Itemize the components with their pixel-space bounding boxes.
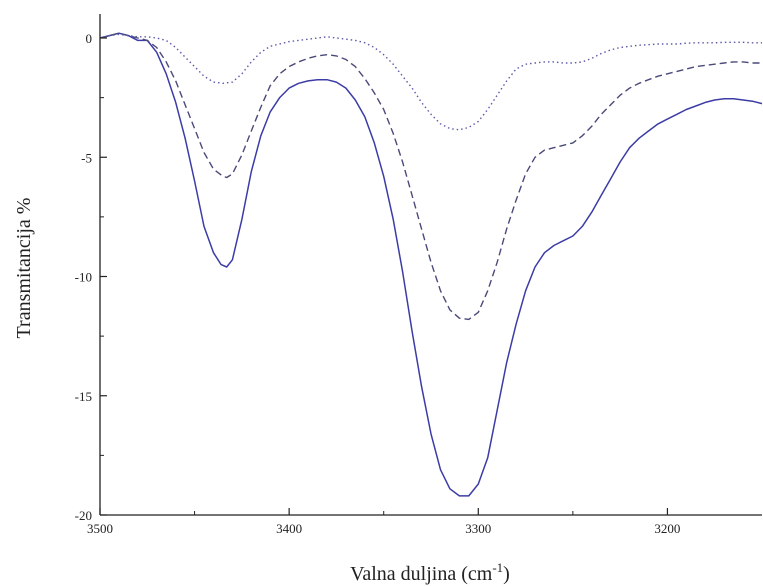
y-axis-title: Transmitancija % (13, 198, 35, 339)
series-line-dashed (99, 32, 762, 321)
series-layer (99, 32, 763, 497)
y-tick-label: -5 (81, 150, 92, 165)
series-line-solid (99, 32, 763, 497)
x-axis-title-sup: -1 (492, 560, 503, 575)
x-axis-title-main: Valna duljina (cm (350, 563, 493, 585)
y-tick-label: -20 (75, 508, 92, 523)
ticks-layer: 3500 3400 3300 3200 0 -5 -10 -15 -20 (75, 31, 681, 536)
x-tick-label: 3500 (87, 521, 113, 536)
y-tick-label: -15 (75, 389, 92, 404)
series-line-dotted (99, 33, 762, 131)
x-axis-title-end: ) (503, 563, 510, 585)
x-axis-title: Valna duljina (cm-1) (350, 560, 510, 585)
y-tick-label: 0 (86, 31, 93, 46)
x-tick-label: 3400 (276, 521, 302, 536)
axes-layer (99, 14, 762, 516)
y-tick-label: -10 (75, 270, 92, 285)
x-tick-label: 3200 (654, 521, 680, 536)
x-tick-label: 3300 (465, 521, 491, 536)
